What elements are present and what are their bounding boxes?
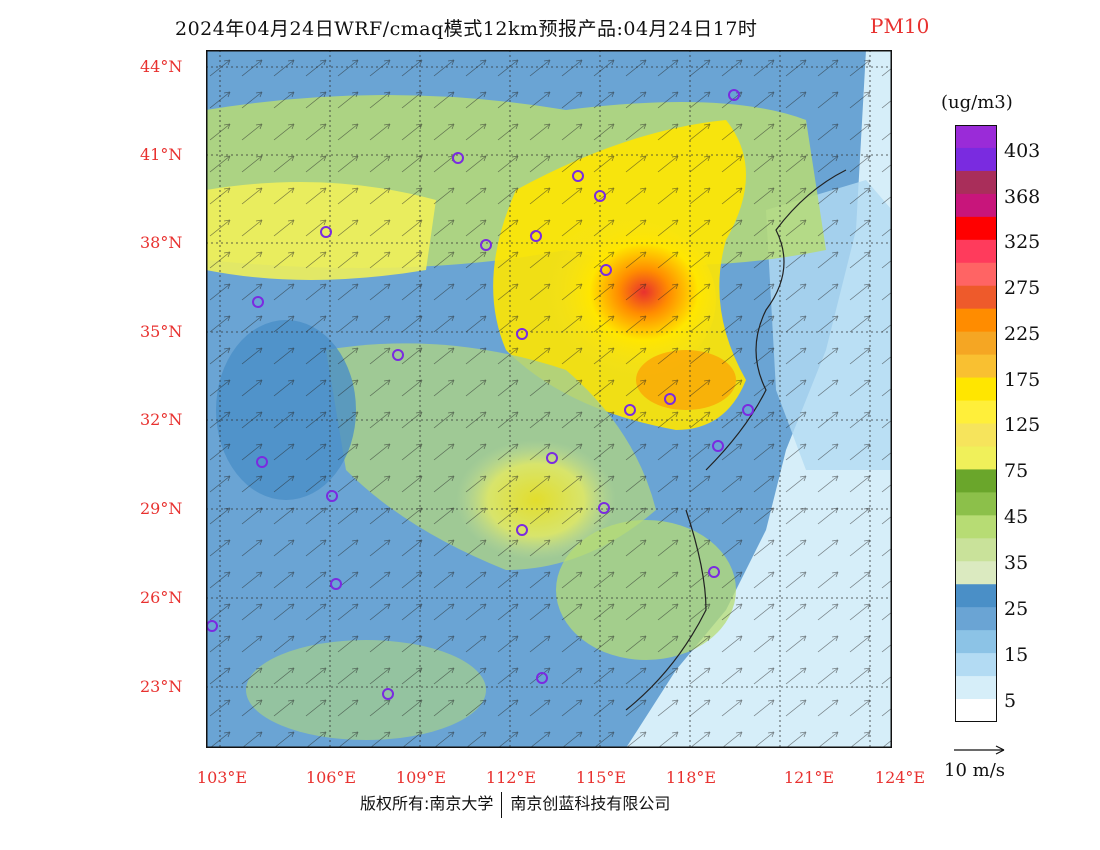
legend-swatch [955, 354, 997, 379]
legend-swatch [955, 147, 997, 172]
legend-swatch [955, 216, 997, 241]
lon-label-112: 112°E [485, 768, 537, 787]
lon-label-109: 109°E [395, 768, 447, 787]
legend-swatch [955, 653, 997, 677]
color-legend [955, 125, 997, 722]
legend-label-5: 5 [1004, 690, 1017, 712]
lat-label-23: 23°N [140, 677, 183, 696]
legend-swatch [955, 446, 997, 470]
legend-swatch [955, 377, 997, 402]
legend-label-175: 175 [1004, 369, 1041, 391]
variable-name: PM10 [870, 14, 930, 38]
legend-swatch [955, 170, 997, 195]
legend-label-125: 125 [1004, 414, 1041, 436]
lon-label-106: 106°E [305, 768, 357, 787]
legend-swatch [955, 607, 997, 631]
lat-label-38: 38°N [140, 233, 183, 252]
legend-swatch [955, 676, 997, 700]
lat-label-44: 44°N [140, 57, 183, 76]
copyright-right: 南京创蓝科技有限公司 [510, 794, 671, 813]
legend-swatch [955, 331, 997, 356]
legend-label-325: 325 [1004, 231, 1041, 253]
legend-swatch [955, 239, 997, 264]
legend-swatch [955, 538, 997, 562]
lon-label-103: 103°E [196, 768, 248, 787]
legend-swatch [955, 308, 997, 333]
title-bar: 2024年04月24日WRF/cmaq模式12km预报产品:04月24日17时 … [0, 10, 1100, 40]
lat-label-41: 41°N [140, 145, 183, 164]
legend-unit: (ug/m3) [941, 92, 1013, 113]
legend-label-25: 25 [1004, 598, 1029, 620]
legend-swatch [955, 492, 997, 516]
legend-swatch [955, 469, 997, 493]
wind-vectors [206, 50, 892, 748]
lat-label-26: 26°N [140, 588, 183, 607]
lat-label-29: 29°N [140, 499, 183, 518]
legend-label-45: 45 [1004, 506, 1029, 528]
legend-swatch [955, 515, 997, 539]
legend-swatch [955, 630, 997, 654]
lat-label-32: 32°N [140, 410, 183, 429]
lon-label-118: 118°E [665, 768, 717, 787]
footer-separator [501, 791, 503, 818]
legend-label-403: 403 [1004, 140, 1041, 162]
legend-label-75: 75 [1004, 460, 1029, 482]
lon-label-124: 124°E [874, 768, 926, 787]
legend-swatch [955, 423, 997, 447]
legend-swatch [955, 584, 997, 608]
legend-label-35: 35 [1004, 552, 1029, 574]
wind-reference-label: 10 m/s [944, 760, 1005, 781]
legend-label-225: 225 [1004, 323, 1041, 345]
legend-swatch [955, 262, 997, 287]
legend-swatch [955, 699, 997, 722]
legend-swatch [955, 125, 997, 149]
legend-label-368: 368 [1004, 186, 1041, 208]
map-frame [206, 50, 892, 748]
legend-swatch [955, 285, 997, 310]
forecast-title: 2024年04月24日WRF/cmaq模式12km预报产品:04月24日17时 [175, 18, 758, 40]
wind-reference-arrow [954, 745, 1005, 755]
pm10-map [206, 50, 892, 748]
legend-swatch [955, 400, 997, 424]
lon-label-121: 121°E [783, 768, 835, 787]
copyright-left: 版权所有:南京大学 [360, 794, 494, 813]
legend-swatch [955, 193, 997, 218]
coastline [625, 169, 847, 711]
legend-label-15: 15 [1004, 644, 1029, 666]
lat-label-35: 35°N [140, 322, 183, 341]
legend-label-275: 275 [1004, 277, 1041, 299]
legend-swatch [955, 561, 997, 585]
copyright-footer: 版权所有:南京大学 南京创蓝科技有限公司 [360, 790, 670, 820]
lon-label-115: 115°E [575, 768, 627, 787]
